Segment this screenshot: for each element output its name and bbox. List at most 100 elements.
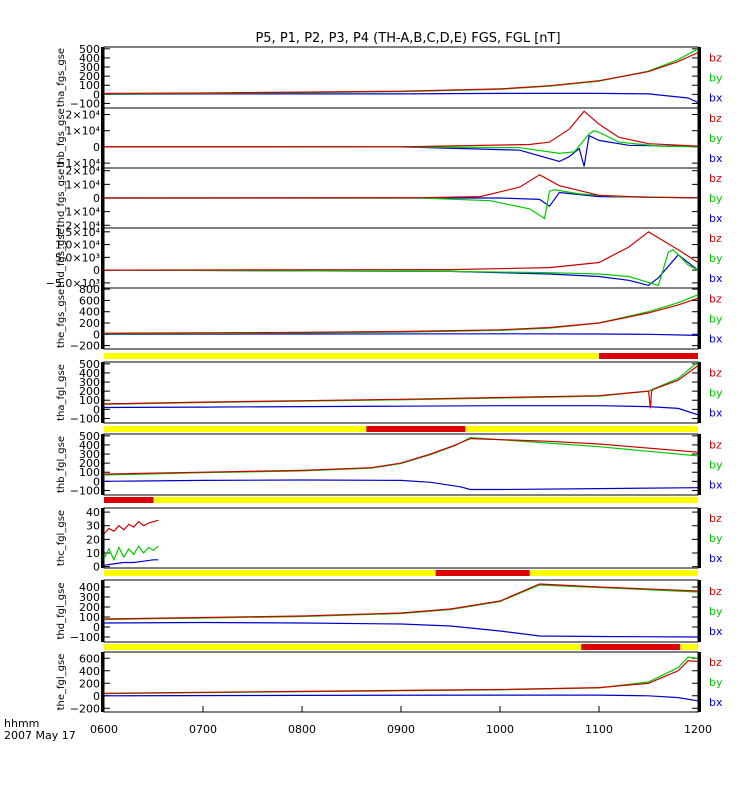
y-tick-label: −1×10⁴ xyxy=(56,206,100,219)
y-tick-label: 300 xyxy=(79,61,100,74)
state-bar-red-segment xyxy=(104,497,154,503)
data-gap-marker-right xyxy=(698,108,701,168)
legend-by: by xyxy=(709,252,723,265)
legend-bx: bx xyxy=(709,272,723,285)
series-line-bx xyxy=(104,134,698,167)
y-tick-label: 0 xyxy=(93,192,100,205)
y-tick-label: 400 xyxy=(79,581,100,594)
series-line-bx xyxy=(104,333,698,336)
legend-bx: bx xyxy=(709,625,723,638)
y-tick-label: −100 xyxy=(70,631,100,644)
y-tick-label: 400 xyxy=(79,665,100,678)
panel-frame xyxy=(103,107,699,169)
y-tick-label: 20 xyxy=(86,533,100,546)
y-axis-label: tha_fgl_gse xyxy=(56,364,67,421)
y-tick-label: 0 xyxy=(93,141,100,154)
data-gap-marker-left xyxy=(101,434,104,495)
y-tick-label: 800 xyxy=(79,283,100,296)
x-tick-label: 1000 xyxy=(486,723,514,736)
legend-by: by xyxy=(709,605,723,618)
x-tick-label: 0900 xyxy=(387,723,415,736)
series-line-bz xyxy=(104,110,698,148)
y-tick-label: 10 xyxy=(86,547,100,560)
data-gap-marker-left xyxy=(101,228,104,288)
series-line-bz xyxy=(104,583,698,620)
series-line-by xyxy=(104,584,698,621)
y-tick-label: −5.0×10³ xyxy=(46,277,100,290)
y-axis-label: thd_fgs_gse xyxy=(56,228,67,287)
y-tick-label: 0 xyxy=(93,88,100,101)
data-gap-marker-right xyxy=(698,508,701,568)
legend-bz: bz xyxy=(709,293,722,306)
y-tick-label: −2×10⁴ xyxy=(56,219,100,232)
time-axis: 0600 0700 0800 0900 1000 1100 1200 xyxy=(90,706,712,736)
series-line-bz xyxy=(104,51,698,94)
y-tick-label: 1.5×10⁴ xyxy=(55,226,101,239)
legend-bz: bz xyxy=(709,232,722,245)
series-line-by xyxy=(104,48,698,95)
y-tick-label: 5.0×10³ xyxy=(55,251,100,264)
y-axis-label: tha_fgs_gse xyxy=(56,48,67,107)
legend-by: by xyxy=(709,387,723,400)
y-tick-label: 0 xyxy=(93,561,100,574)
series-line-bz xyxy=(104,519,159,535)
legend-bx: bx xyxy=(709,552,723,565)
y-tick-label: 1×10⁴ xyxy=(65,125,100,138)
series-line-bz xyxy=(104,297,698,334)
legend-bx: bx xyxy=(709,407,723,420)
series-line-bz xyxy=(104,174,698,199)
legend-bz: bz xyxy=(709,439,722,452)
y-tick-label: 40 xyxy=(86,506,100,519)
y-tick-label: 200 xyxy=(79,317,100,330)
data-gap-marker-right xyxy=(698,47,701,108)
y-tick-label: 200 xyxy=(79,385,100,398)
legend-bz: bz xyxy=(709,112,722,125)
y-tick-label: 200 xyxy=(79,677,100,690)
y-tick-label: 300 xyxy=(79,591,100,604)
legend-by: by xyxy=(709,532,723,545)
series-line-bx xyxy=(104,191,698,208)
legend-bx: bx xyxy=(709,212,723,225)
y-axis-label: thb_fgl_gse xyxy=(56,436,67,493)
series-line-bz xyxy=(104,437,698,475)
legend-bz: bz xyxy=(709,52,722,65)
state-bar xyxy=(104,497,698,503)
y-tick-label: 200 xyxy=(79,70,100,83)
date-label: 2007 May 17 xyxy=(4,729,76,742)
x-tick-label: 1100 xyxy=(585,723,613,736)
data-gap-marker-left xyxy=(101,288,104,349)
y-tick-label: −200 xyxy=(70,702,100,715)
data-gap-marker-left xyxy=(101,580,104,642)
legend-bz: bz xyxy=(709,656,722,669)
x-tick-label: 0700 xyxy=(189,723,217,736)
y-tick-label: 200 xyxy=(79,601,100,614)
series-line-bx xyxy=(104,621,698,638)
y-tick-label: 0 xyxy=(93,328,100,341)
state-bar xyxy=(104,570,698,576)
series-line-bz xyxy=(104,660,698,694)
legend-bz: bz xyxy=(709,585,722,598)
y-tick-label: 400 xyxy=(79,367,100,380)
data-gap-marker-right xyxy=(698,288,701,349)
data-gap-marker-left xyxy=(101,168,104,228)
x-tick-label: 1200 xyxy=(684,723,712,736)
x-tick-label: 0600 xyxy=(90,723,118,736)
y-axis-label: the_fgl_gse xyxy=(56,654,67,711)
y-tick-label: 2×10⁴ xyxy=(65,165,100,178)
state-bar-red-segment xyxy=(435,570,530,576)
y-tick-label: 200 xyxy=(79,457,100,470)
y-tick-label: 400 xyxy=(79,439,100,452)
panel-frame xyxy=(103,579,699,643)
legend-bz: bz xyxy=(709,172,722,185)
y-tick-label: 1×10⁴ xyxy=(65,178,100,191)
series-line-by xyxy=(104,656,698,695)
y-tick-label: 400 xyxy=(79,52,100,65)
